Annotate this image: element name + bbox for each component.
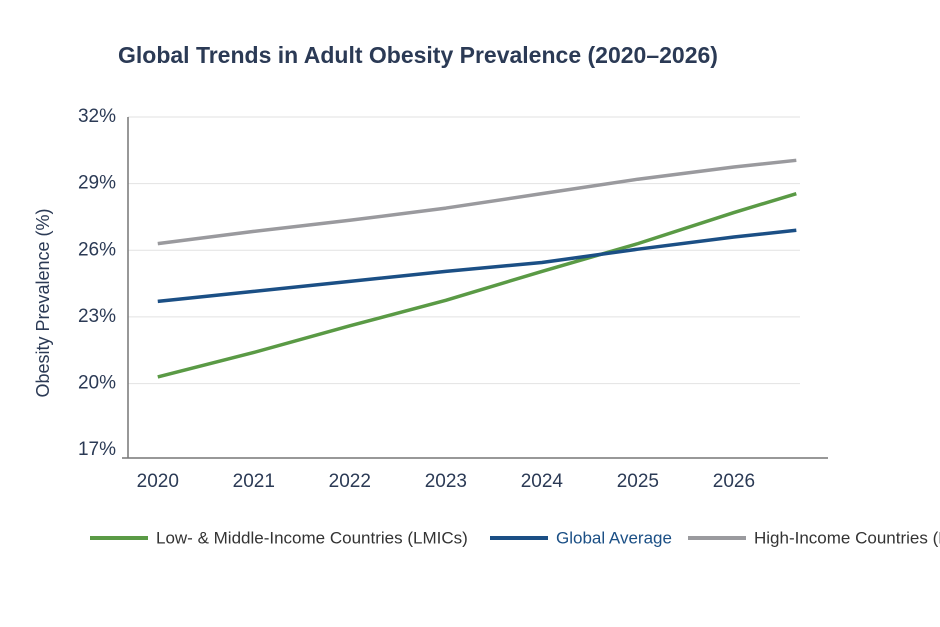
x-tick-label: 2023 bbox=[425, 471, 467, 492]
y-tick-label: 23% bbox=[78, 306, 116, 327]
legend-label: High-Income Countries (HICs) bbox=[754, 528, 940, 547]
x-tick-label: 2022 bbox=[329, 471, 371, 492]
y-tick-label: 26% bbox=[78, 239, 116, 260]
y-tick-label: 17% bbox=[78, 439, 116, 460]
x-tick-label: 2026 bbox=[713, 471, 755, 492]
legend-label: Global Average bbox=[556, 528, 672, 547]
chart-title: Global Trends in Adult Obesity Prevalenc… bbox=[118, 42, 718, 68]
x-tick-label: 2021 bbox=[233, 471, 275, 492]
x-tick-label: 2025 bbox=[617, 471, 659, 492]
x-tick-label: 2020 bbox=[137, 471, 179, 492]
series-line bbox=[157, 228, 797, 304]
y-tick-label: 20% bbox=[78, 373, 116, 394]
x-tick-label: 2024 bbox=[521, 471, 564, 492]
y-axis-label: Obesity Prevalence (%) bbox=[33, 208, 53, 397]
y-tick-label: 32% bbox=[78, 106, 116, 127]
series-line bbox=[157, 158, 797, 246]
series-line bbox=[157, 191, 797, 379]
y-tick-label: 29% bbox=[78, 173, 116, 194]
legend-label: Low- & Middle-Income Countries (LMICs) bbox=[156, 528, 468, 547]
